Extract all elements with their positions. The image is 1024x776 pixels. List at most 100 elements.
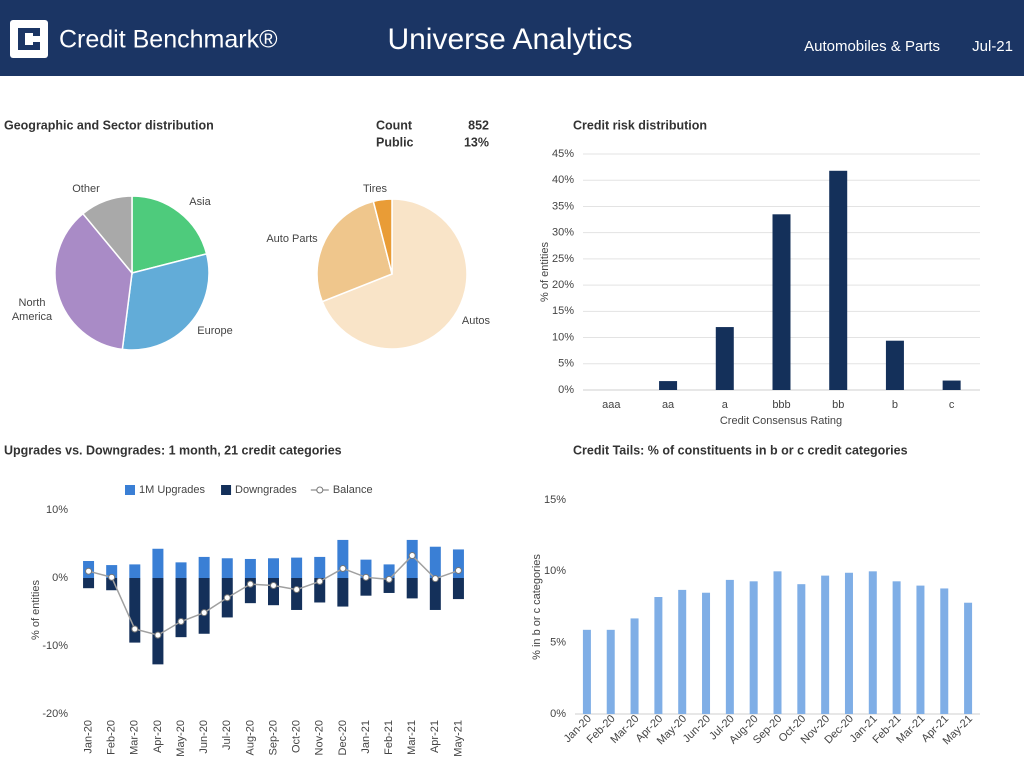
y-tick-label: 10%: [552, 331, 574, 343]
line-marker: [85, 567, 93, 575]
x-tick-label: a: [722, 399, 729, 411]
y-tick-label: -20%: [42, 708, 68, 720]
x-axis-label: Credit Consensus Rating: [720, 415, 842, 427]
bar: [821, 575, 830, 714]
bar: [452, 549, 464, 578]
bar: [868, 571, 877, 714]
slice-label-box: Tires: [362, 183, 388, 195]
pie-slice: [372, 198, 393, 275]
y-tick-label: 0%: [52, 572, 68, 584]
bar: [314, 578, 326, 603]
bar: [715, 327, 734, 390]
bar: [749, 581, 758, 714]
x-tick-label: Aug-20: [244, 720, 256, 755]
bar: [291, 578, 303, 610]
bar: [383, 578, 395, 593]
line-marker: [316, 577, 324, 585]
bar: [916, 585, 925, 714]
bar: [654, 597, 663, 714]
line-marker: [154, 631, 162, 639]
pie-slice: [54, 212, 133, 351]
slice-label-box: Other: [72, 183, 100, 195]
x-tick-label: bb: [832, 399, 844, 411]
chart-title: Credit Tails: % of constituents in b or …: [573, 443, 908, 457]
bar: [942, 380, 961, 390]
bar: [844, 572, 853, 714]
y-tick-label: 15%: [552, 305, 574, 317]
x-tick-label: Mar-21: [406, 720, 418, 755]
x-tick-label: Oct-20: [291, 720, 303, 753]
bar: [175, 578, 187, 638]
line-marker: [339, 564, 347, 572]
legend-label: Balance: [333, 484, 373, 496]
line-marker: [431, 575, 439, 583]
x-tick-label: Feb-21: [383, 720, 395, 755]
bar: [773, 571, 782, 714]
x-tick-label: Jun-20: [198, 720, 210, 754]
line-marker: [408, 552, 416, 560]
bar: [772, 214, 791, 390]
y-tick-label: 15%: [544, 494, 566, 506]
y-tick-label: 40%: [552, 174, 574, 186]
y-tick-label: 20%: [552, 279, 574, 291]
bar: [429, 578, 441, 610]
bar: [725, 579, 734, 714]
stat-label: Public: [376, 135, 414, 149]
bar: [829, 170, 848, 390]
y-tick-label: 35%: [552, 200, 574, 212]
bar: [221, 558, 233, 578]
bar: [129, 578, 141, 643]
bar: [383, 564, 395, 578]
x-tick-label: May-20: [175, 720, 187, 757]
bar: [892, 581, 901, 714]
x-tick-label: Jan-21: [360, 720, 372, 754]
stat-value: 852: [468, 118, 489, 132]
line-marker: [270, 581, 277, 589]
bar: [83, 578, 95, 589]
bar: [106, 578, 118, 591]
bar: [406, 578, 418, 599]
line-marker: [246, 580, 254, 588]
bar: [702, 592, 711, 714]
slice-label-box: Autos: [462, 315, 490, 327]
x-tick-label: aaa: [602, 399, 621, 411]
bar: [964, 602, 973, 714]
x-tick-label: Feb-20: [106, 720, 118, 755]
line-marker: [108, 573, 116, 581]
y-tick-label: 0%: [558, 384, 574, 396]
x-tick-label: Mar-20: [129, 720, 141, 755]
bar: [360, 578, 372, 596]
slice-label-box: Europe: [197, 325, 233, 337]
slice-label-box: Auto Parts: [266, 233, 317, 245]
line-marker: [131, 625, 139, 633]
bar: [129, 564, 141, 578]
bar: [198, 578, 210, 634]
slice-label: Tires: [362, 183, 388, 195]
y-tick-label: -10%: [42, 640, 68, 652]
x-tick-label: Nov-20: [314, 720, 326, 755]
bar: [291, 557, 303, 578]
legend-swatch: [221, 485, 232, 495]
header-bar: [0, 0, 1024, 76]
legend-marker: [316, 486, 324, 494]
line-marker: [454, 567, 462, 575]
bar: [678, 589, 687, 714]
bar: [244, 578, 256, 604]
x-tick-label: Sep-20: [267, 720, 279, 755]
chart-title: Credit risk distribution: [573, 118, 707, 132]
brand: Credit Benchmark®: [59, 26, 278, 54]
bar: [360, 559, 372, 578]
slice-label: Asia: [189, 196, 211, 208]
pie-slice: [131, 195, 208, 274]
bar: [152, 578, 164, 665]
x-tick-label: c: [949, 399, 955, 411]
pie-slice: [316, 200, 393, 303]
line-marker: [362, 573, 370, 581]
slice-label: Europe: [197, 325, 233, 337]
pie-slice: [81, 195, 133, 276]
x-tick-label: Apr-20: [152, 720, 164, 753]
x-tick-label: aa: [662, 399, 675, 411]
x-tick-label: bbb: [772, 399, 790, 411]
bar: [582, 629, 591, 714]
x-tick-label: Apr-21: [429, 720, 441, 753]
